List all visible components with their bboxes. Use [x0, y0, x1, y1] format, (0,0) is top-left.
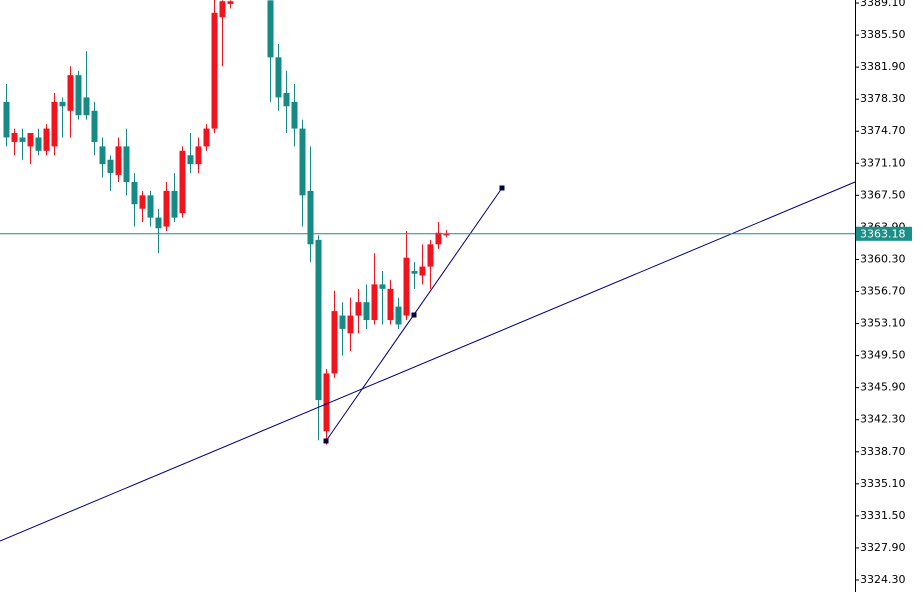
candle-body — [195, 146, 202, 165]
candle-body — [387, 288, 394, 320]
candle-body — [67, 75, 74, 111]
candle-body — [147, 195, 154, 218]
candle-body — [187, 155, 194, 165]
y-tick-label: 3342.30 — [860, 413, 906, 426]
y-tick-label: 3356.70 — [860, 285, 906, 298]
candle-body — [107, 159, 114, 174]
candle-body — [155, 217, 162, 229]
y-tick-label: 3349.50 — [860, 349, 906, 362]
candle-body — [395, 306, 402, 325]
candle-body — [227, 1, 234, 4]
y-tick-label: 3378.30 — [860, 92, 906, 105]
candle-body — [19, 137, 26, 142]
candle-body — [419, 266, 426, 276]
y-tick-label: 3389.10 — [860, 0, 906, 9]
candle-body — [411, 271, 418, 274]
candle-body — [323, 373, 330, 432]
candle-body — [163, 190, 170, 227]
candle-body — [443, 233, 450, 236]
candle-body — [307, 190, 314, 245]
candle-body — [59, 101, 66, 107]
candle-body — [11, 133, 18, 142]
candle-body — [291, 101, 298, 129]
trendline-anchor — [499, 185, 505, 191]
y-tick-label: 3327.90 — [860, 541, 906, 554]
candle-body — [267, 0, 274, 58]
candle-body — [203, 128, 210, 147]
candle-body — [275, 57, 282, 98]
candle-body — [219, 1, 226, 18]
candle-body — [171, 190, 178, 218]
y-tick-label: 3324.30 — [860, 573, 906, 586]
candle-body — [123, 146, 130, 182]
candles — [3, 0, 450, 445]
candle-body — [331, 311, 338, 374]
candle-body — [363, 302, 370, 320]
current-price-box — [856, 226, 912, 241]
candle-body — [27, 133, 34, 147]
candle-body — [131, 181, 138, 205]
y-tick-label: 3367.50 — [860, 188, 906, 201]
candle-body — [339, 315, 346, 329]
candle-body — [283, 92, 290, 107]
price-axis-ticks: 3389.10 3385.50 3381.90 3378.30 3374.70 3371.… — [855, 0, 906, 586]
candle-body — [75, 75, 82, 116]
candle-body — [427, 244, 434, 267]
candle-body — [211, 12, 218, 129]
y-tick-label: 3360.30 — [860, 252, 906, 265]
candle-body — [355, 302, 362, 316]
trendlines — [0, 181, 856, 542]
candle-body — [35, 137, 42, 151]
y-tick-label: 3371.10 — [860, 156, 906, 169]
candle-body — [115, 146, 122, 175]
trendline-anchor — [323, 438, 329, 444]
y-tick-label: 3335.10 — [860, 477, 906, 490]
trendline — [0, 181, 856, 542]
candle-body — [99, 146, 106, 165]
candle-body — [83, 97, 90, 116]
y-tick-label: 3374.70 — [860, 124, 906, 137]
candle-body — [435, 232, 442, 245]
candle-body — [3, 101, 10, 138]
y-tick-label: 3338.70 — [860, 445, 906, 458]
candle-body — [347, 315, 354, 334]
candle-body — [315, 239, 322, 401]
y-tick-label: 3353.10 — [860, 317, 906, 330]
candle-body — [139, 195, 146, 209]
candle-body — [379, 284, 386, 289]
y-tick-label: 3385.50 — [860, 28, 906, 41]
y-tick-label: 3381.90 — [860, 60, 906, 73]
trendline-anchor — [411, 312, 417, 318]
y-tick-label: 3345.90 — [860, 381, 906, 394]
candle-body — [51, 101, 58, 147]
candle-body — [403, 257, 410, 316]
candle-body — [91, 110, 98, 142]
candle-body — [299, 128, 306, 196]
candle-body — [43, 128, 50, 151]
current-price-label: 3363.18 — [860, 227, 906, 240]
candle-body — [371, 284, 378, 320]
candle-body — [179, 150, 186, 214]
y-tick-label: 3331.50 — [860, 509, 906, 522]
